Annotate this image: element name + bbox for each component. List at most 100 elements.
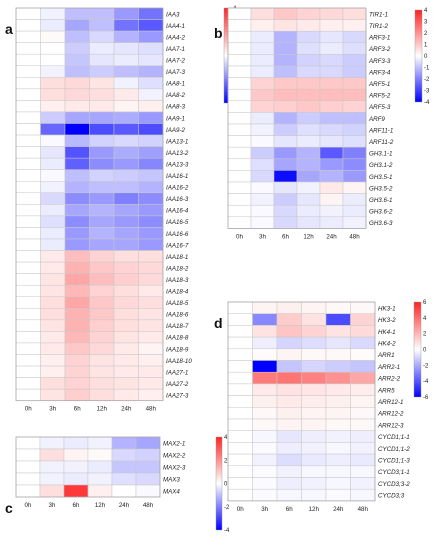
- heatmap-cell: [296, 88, 321, 102]
- heatmap-cell: [89, 238, 115, 251]
- heatmap-cell: [276, 336, 302, 350]
- row-label: IAA18-2: [166, 265, 189, 272]
- heatmap-cell: [301, 383, 327, 396]
- heatmap-cell: [319, 181, 344, 194]
- heatmap-cell: [40, 284, 66, 298]
- heatmap-cell: [64, 227, 90, 240]
- row-label: ARF11-2: [368, 139, 394, 146]
- heatmap-cell: [64, 111, 90, 124]
- row-label: CYCD3;1-1: [378, 469, 410, 476]
- heatmap-cell: [113, 273, 139, 286]
- heatmap-cell: [273, 135, 298, 148]
- heatmap-cell: [138, 261, 164, 274]
- heatmap-cell: [64, 157, 90, 170]
- heatmap-cell: [89, 308, 115, 321]
- heatmap-cell: [350, 488, 376, 502]
- heatmap-cell: [138, 296, 164, 309]
- heatmap-cell: [15, 7, 41, 20]
- heatmap-cell: [40, 42, 66, 55]
- row-label: ARR12-1: [377, 399, 403, 406]
- heatmap-cell: [138, 88, 164, 101]
- heatmap-cell: [113, 192, 139, 205]
- heatmap-cell: [227, 193, 252, 206]
- heatmap-cell: [64, 53, 90, 67]
- heatmap-cell: [250, 123, 275, 136]
- heatmap-cell: [63, 436, 89, 450]
- heatmap-cell: [63, 460, 89, 474]
- heatmap-cell: [296, 7, 321, 20]
- heatmap-cell: [89, 204, 115, 217]
- row-label: ARR5: [377, 387, 395, 394]
- heatmap-cell: [227, 19, 252, 32]
- heatmap-cell: [301, 453, 327, 467]
- colorbar-tick-label: 1: [424, 43, 428, 49]
- heatmap-cell: [350, 336, 376, 350]
- heatmap-cell: [252, 442, 278, 455]
- heatmap-cell: [325, 336, 351, 350]
- heatmap-cell: [250, 112, 275, 125]
- heatmap-cell: [350, 313, 376, 326]
- heatmap-cell: [227, 65, 252, 78]
- heatmap-cell: [273, 77, 298, 90]
- heatmap-cell: [138, 77, 164, 90]
- column-label: 24h: [326, 233, 337, 240]
- panel-d-letter: d: [214, 315, 223, 331]
- heatmap-cell: [40, 146, 66, 159]
- heatmap-cell: [15, 157, 41, 170]
- heatmap-cell: [301, 488, 327, 502]
- heatmap-cell: [273, 181, 298, 194]
- heatmap-cell: [64, 65, 90, 78]
- heatmap-cell: [135, 472, 161, 486]
- heatmap-cell: [40, 204, 66, 217]
- heatmap-cell: [89, 250, 115, 263]
- heatmap-cell: [64, 365, 90, 378]
- heatmap-cell: [250, 146, 275, 160]
- row-label: CYCD3;3-2: [378, 481, 410, 488]
- heatmap-cell: [40, 273, 66, 286]
- colorbar-tick-label: -6: [423, 395, 429, 401]
- heatmap-cell: [252, 360, 278, 373]
- column-label: 0h: [25, 406, 32, 413]
- heatmap-cell: [296, 123, 321, 136]
- heatmap-cell: [64, 123, 90, 136]
- heatmap-cell: [342, 19, 367, 32]
- heatmap-cell: [40, 123, 66, 136]
- heatmap-cell: [89, 30, 115, 43]
- heatmap-cell: [64, 342, 90, 355]
- heatmap-cell: [64, 192, 90, 205]
- heatmap-cell: [64, 30, 90, 43]
- heatmap-cell: [250, 216, 275, 229]
- panel-c-letter: c: [5, 500, 13, 516]
- heatmap-cell: [342, 146, 367, 160]
- colorbar-tick-label: -4: [423, 379, 429, 385]
- heatmap-cell: [113, 227, 139, 240]
- heatmap-cell: [319, 170, 344, 183]
- heatmap-cell: [89, 284, 115, 298]
- heatmap-cell: [113, 100, 139, 113]
- heatmap-cell: [296, 146, 321, 160]
- heatmap-cell: [325, 453, 351, 467]
- heatmap-cell: [15, 284, 41, 298]
- heatmap-cell: [113, 308, 139, 321]
- heatmap-cell: [89, 377, 115, 390]
- heatmap-cell: [138, 388, 164, 401]
- row-label: IAA18-4: [166, 289, 189, 296]
- heatmap-cell: [227, 313, 253, 326]
- heatmap-cell: [342, 216, 367, 229]
- heatmap-cell: [252, 430, 278, 443]
- heatmap-cell: [273, 112, 298, 125]
- row-label: IAA18-10: [166, 358, 192, 365]
- row-label: IAA4-1: [166, 23, 185, 30]
- heatmap-cell: [87, 484, 113, 498]
- row-label: IAA8-2: [166, 92, 185, 99]
- heatmap-cell: [40, 365, 66, 378]
- heatmap-cell: [350, 465, 376, 478]
- heatmap-cell: [342, 170, 367, 183]
- heatmap-cell: [296, 19, 321, 32]
- heatmap-cell: [15, 227, 41, 240]
- colorbar-tick-label: -2: [424, 77, 430, 83]
- heatmap-cell: [64, 100, 90, 113]
- row-label: MAX2-1: [163, 441, 185, 448]
- row-label: IAA4-2: [166, 34, 185, 41]
- heatmap-cell: [64, 77, 90, 90]
